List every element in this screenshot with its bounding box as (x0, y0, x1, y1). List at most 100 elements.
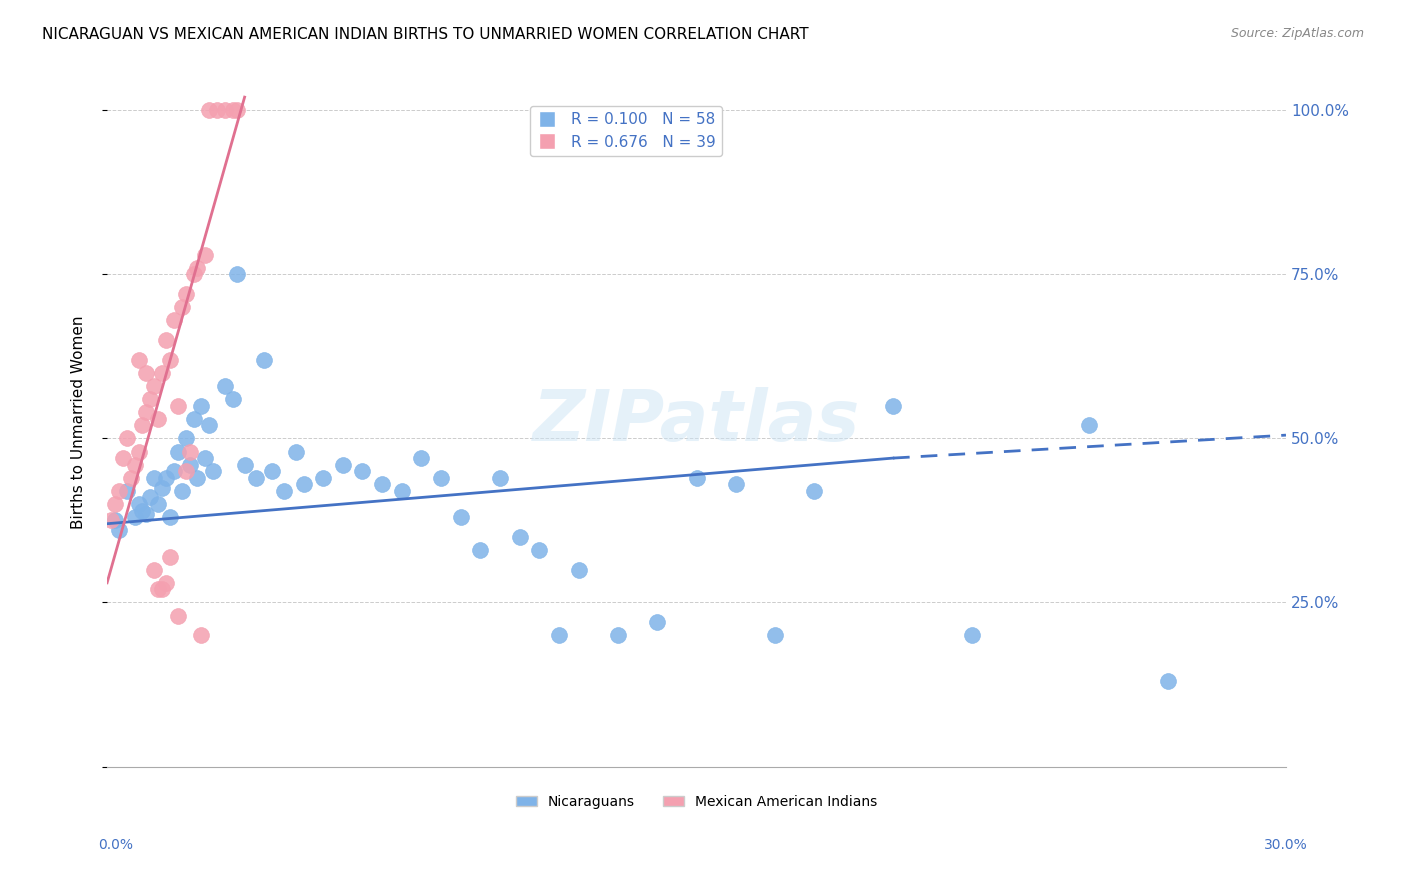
Point (645, 615, 668, 630)
Point (170, 300, 193, 314)
Point (606, 628, 628, 642)
Point (159, 549, 181, 564)
Point (166, 444, 188, 458)
Point (186, 471, 208, 485)
Point (128, 444, 150, 458)
Point (155, 575, 177, 590)
Point (179, 458, 201, 472)
Point (186, 260, 208, 275)
Point (724, 477, 747, 491)
Point (352, 464, 374, 478)
Point (312, 471, 335, 485)
Point (163, 313, 186, 327)
Point (135, 366, 157, 380)
Point (146, 497, 169, 511)
Point (194, 451, 217, 466)
Point (450, 510, 472, 524)
Point (124, 458, 146, 472)
Point (960, 628, 983, 642)
Point (225, 268, 247, 282)
Point (124, 510, 146, 524)
Point (104, 497, 127, 511)
Point (143, 471, 166, 485)
Point (120, 471, 142, 485)
Point (146, 582, 169, 597)
Point (391, 483, 413, 498)
Point (568, 563, 591, 577)
Point (233, 458, 256, 472)
Point (371, 477, 394, 491)
Point (882, 399, 904, 413)
Point (155, 333, 177, 347)
Point (332, 458, 354, 472)
Point (489, 471, 512, 485)
Point (108, 523, 131, 537)
Point (214, 103, 236, 118)
Point (225, 103, 247, 118)
Point (190, 628, 212, 642)
Point (111, 451, 134, 466)
Point (245, 471, 267, 485)
Point (100, 513, 122, 527)
Text: 30.0%: 30.0% (1264, 838, 1308, 853)
Point (273, 483, 295, 498)
Point (174, 464, 197, 478)
Point (190, 399, 212, 413)
Point (179, 444, 201, 458)
Point (174, 431, 197, 445)
Point (115, 483, 138, 498)
Point (170, 483, 193, 498)
Text: NICARAGUAN VS MEXICAN AMERICAN INDIAN BIRTHS TO UNMARRIED WOMEN CORRELATION CHAR: NICARAGUAN VS MEXICAN AMERICAN INDIAN BI… (42, 27, 808, 42)
Point (803, 483, 825, 498)
Point (548, 628, 571, 642)
Point (159, 352, 181, 367)
Point (135, 405, 157, 419)
Point (685, 471, 707, 485)
Point (128, 497, 150, 511)
Point (166, 399, 188, 413)
Point (143, 563, 166, 577)
Point (135, 507, 157, 521)
Point (262, 464, 284, 478)
Point (183, 268, 205, 282)
Point (104, 513, 127, 527)
Point (139, 392, 162, 406)
Point (509, 530, 531, 544)
Point (174, 287, 197, 301)
Point (150, 366, 173, 380)
Point (763, 628, 786, 642)
Point (150, 481, 173, 495)
Point (253, 352, 276, 367)
Point (131, 418, 153, 433)
Point (146, 411, 169, 425)
Text: Source: ZipAtlas.com: Source: ZipAtlas.com (1230, 27, 1364, 40)
Point (159, 510, 181, 524)
Y-axis label: Births to Unmarried Women: Births to Unmarried Women (72, 315, 86, 529)
Point (205, 103, 228, 118)
Point (166, 608, 188, 623)
Point (214, 379, 236, 393)
Point (430, 471, 453, 485)
Point (150, 582, 173, 597)
Point (143, 379, 166, 393)
Point (128, 352, 150, 367)
Point (163, 464, 186, 478)
Point (108, 483, 131, 498)
Point (222, 392, 245, 406)
Point (222, 103, 245, 118)
Point (139, 491, 162, 505)
Point (194, 247, 217, 261)
Point (470, 543, 492, 558)
Point (155, 471, 177, 485)
Text: 0.0%: 0.0% (98, 838, 134, 853)
Point (202, 464, 225, 478)
Point (411, 451, 433, 466)
Point (292, 477, 315, 491)
Point (131, 503, 153, 517)
Point (1078, 418, 1101, 433)
Point (198, 103, 221, 118)
Point (529, 543, 551, 558)
Point (183, 411, 205, 425)
Legend: Nicaraguans, Mexican American Indians: Nicaraguans, Mexican American Indians (510, 789, 883, 814)
Text: ZIPatlas: ZIPatlas (533, 387, 860, 457)
